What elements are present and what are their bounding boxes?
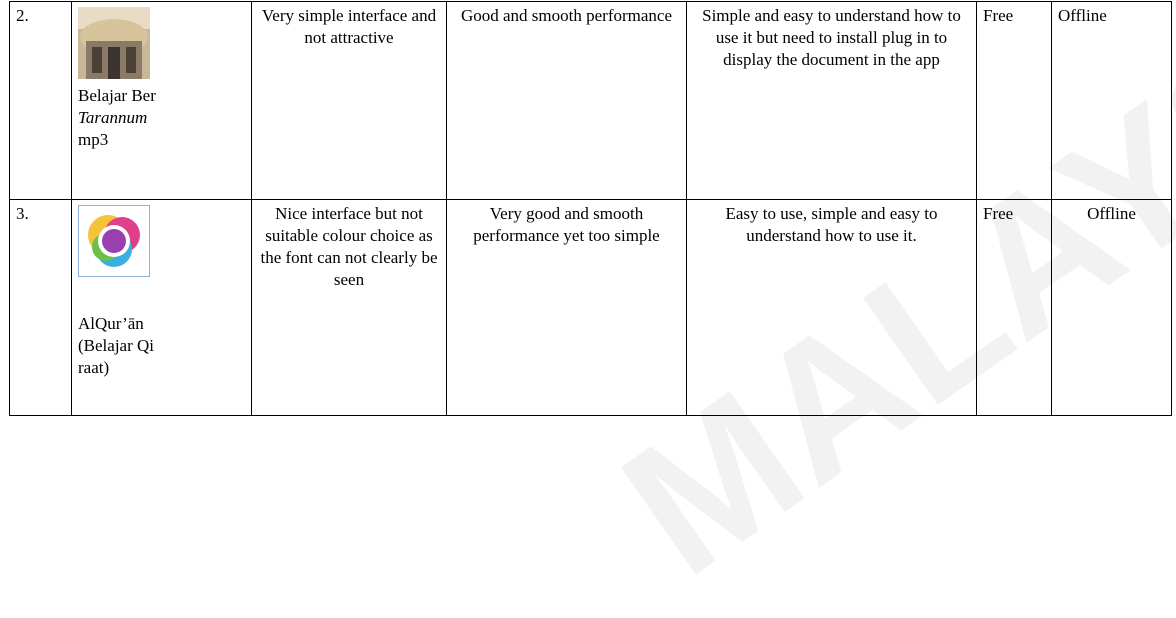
name-segment: m bbox=[135, 108, 148, 127]
app-icon bbox=[78, 205, 150, 277]
table-row: 3. AlQur’ān (Belajar Qiraat) Nice interf… bbox=[9, 199, 1172, 416]
app-name: Belajar Ber Tarannum mp3 bbox=[78, 85, 158, 151]
usability-cell: Simple and easy to understand how to use… bbox=[686, 1, 977, 200]
usability-cell: Easy to use, simple and easy to understa… bbox=[686, 199, 977, 416]
table-body: 2. Belajar Ber Tarannum mp3 Very simple i… bbox=[9, 1, 1172, 416]
name-segment: Tarannu bbox=[78, 108, 136, 127]
price-cell: Free bbox=[976, 199, 1052, 416]
interface-cell: Very simple interface and not attractive bbox=[251, 1, 447, 200]
table-row: 2. Belajar Ber Tarannum mp3 Very simple i… bbox=[9, 1, 1172, 200]
row-number: 2. bbox=[9, 1, 72, 200]
row-number: 3. bbox=[9, 199, 72, 416]
app-cell: AlQur’ān (Belajar Qiraat) bbox=[71, 199, 252, 416]
performance-cell: Good and smooth performance bbox=[446, 1, 687, 200]
name-segment: mp3 bbox=[78, 130, 109, 149]
interface-cell: Nice interface but not suitable colour c… bbox=[251, 199, 447, 416]
page: {"table": {"rows": [ {"no": "2.", "name"… bbox=[9, 0, 1176, 616]
mode-cell: Offline bbox=[1051, 199, 1172, 416]
comparison-table: 2. Belajar Ber Tarannum mp3 Very simple i… bbox=[9, 1, 1172, 416]
name-segment: AlQur’ān (Belajar Qiraat) bbox=[78, 314, 154, 377]
name-segment: Belajar Ber bbox=[78, 86, 156, 105]
mode-cell: Offline bbox=[1051, 1, 1172, 200]
performance-cell: Very good and smooth performance yet too… bbox=[446, 199, 687, 416]
price-cell: Free bbox=[976, 1, 1052, 200]
app-cell: Belajar Ber Tarannum mp3 bbox=[71, 1, 252, 200]
app-name: AlQur’ān (Belajar Qiraat) bbox=[78, 313, 158, 379]
app-icon bbox=[78, 7, 150, 79]
